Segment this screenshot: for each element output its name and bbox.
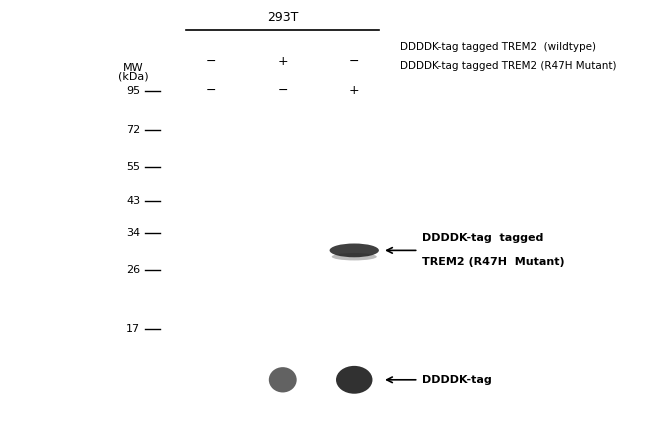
Text: −: −	[349, 55, 359, 68]
Text: 293T: 293T	[267, 11, 298, 24]
Text: TREM2 (R47H  Mutant): TREM2 (R47H Mutant)	[422, 257, 564, 267]
Text: DDDDK-tag tagged TREM2  (wildtype): DDDDK-tag tagged TREM2 (wildtype)	[400, 42, 596, 52]
Text: 55: 55	[126, 162, 140, 172]
Text: (kDa): (kDa)	[118, 72, 149, 82]
Ellipse shape	[332, 253, 377, 260]
Text: −: −	[278, 84, 288, 97]
Text: −: −	[206, 55, 216, 68]
Ellipse shape	[330, 243, 379, 257]
Text: 17: 17	[126, 324, 140, 334]
Text: DDDDK-tag tagged TREM2 (R47H Mutant): DDDDK-tag tagged TREM2 (R47H Mutant)	[400, 61, 616, 71]
Text: DDDDK-tag  tagged: DDDDK-tag tagged	[422, 233, 543, 243]
Ellipse shape	[336, 366, 372, 394]
Text: 72: 72	[126, 124, 140, 135]
Text: +: +	[349, 84, 359, 97]
Text: −: −	[206, 84, 216, 97]
Text: MW: MW	[124, 63, 144, 73]
Text: +: +	[278, 55, 288, 68]
Text: DDDDK-tag: DDDDK-tag	[422, 375, 491, 385]
Text: 95: 95	[126, 87, 140, 96]
Text: 34: 34	[126, 228, 140, 238]
Ellipse shape	[269, 367, 296, 392]
Text: 43: 43	[126, 196, 140, 206]
Text: 26: 26	[126, 265, 140, 275]
